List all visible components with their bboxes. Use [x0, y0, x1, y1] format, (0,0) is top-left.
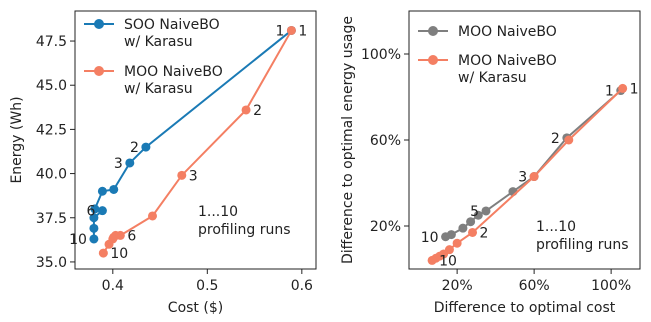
point-label: 3: [189, 168, 198, 184]
series-line: [92, 29, 293, 239]
legend-label: w/ Karasu: [458, 70, 527, 86]
point-label: 2: [551, 131, 560, 147]
legend-marker: [428, 26, 438, 36]
x-tick-label: 20%: [442, 278, 473, 294]
point-label: 10: [69, 232, 87, 248]
data-point: [441, 232, 451, 242]
annotation-text: 1...10: [536, 219, 576, 235]
data-point: [529, 172, 539, 182]
data-point: [89, 234, 99, 244]
data-point: [89, 223, 99, 233]
data-point: [618, 83, 628, 93]
data-point: [98, 248, 108, 258]
y-tick-label: 47.5: [36, 34, 67, 50]
data-point: [241, 105, 251, 115]
point-label: 3: [518, 170, 527, 186]
y-tick-label: 60%: [370, 133, 401, 149]
legend-label: MOO NaiveBO: [458, 24, 557, 40]
data-point: [90, 204, 100, 214]
point-label: 10: [110, 246, 128, 262]
annotation-text: profiling runs: [198, 222, 291, 238]
data-point: [177, 170, 187, 180]
data-point: [109, 184, 119, 194]
legend-label: MOO NaiveBO: [458, 53, 557, 69]
x-tick-label: 0.6: [291, 278, 313, 294]
legend-marker: [428, 55, 438, 65]
legend-label: w/ Karasu: [124, 81, 193, 97]
point-label: 3: [114, 156, 123, 172]
x-tick-label: 60%: [519, 278, 550, 294]
data-point: [458, 223, 468, 233]
legend-label: MOO NaiveBO: [124, 64, 223, 80]
data-point: [104, 239, 114, 249]
data-point: [89, 213, 99, 223]
point-label: 6: [127, 228, 136, 244]
data-point: [452, 238, 462, 248]
data-point: [466, 217, 476, 227]
y-tick-label: 45.0: [36, 78, 67, 94]
plot-frame: [408, 10, 641, 270]
annotation-text: profiling runs: [536, 237, 629, 253]
y-tick-label: 20%: [370, 219, 401, 235]
x-tick-label: 0.5: [196, 278, 218, 294]
point-label: 10: [439, 253, 457, 269]
y-tick-label: 42.5: [36, 122, 67, 138]
data-point: [97, 206, 107, 216]
legend-marker: [94, 66, 104, 76]
data-point: [468, 227, 478, 237]
point-label: 5: [470, 204, 479, 220]
point-label: 2: [253, 103, 262, 119]
data-point: [147, 211, 157, 221]
point-label: 1: [298, 23, 307, 39]
legend-marker: [94, 19, 104, 29]
right-chart: 1 2 3 5 10 1 2 10 20% 60% 100% 20% 60% 100% Difference…: [340, 10, 641, 316]
legend-label: w/ Karasu: [124, 34, 193, 50]
annotation-text: 1...10: [198, 204, 238, 220]
point-label: 1: [605, 84, 614, 100]
y-tick-label: 37.5: [36, 211, 67, 227]
plot-frame: [74, 10, 317, 270]
y-tick-label: 40.0: [36, 167, 67, 183]
point-label: 1: [276, 23, 285, 39]
point-label: 10: [421, 230, 439, 246]
point-label: 6: [86, 204, 95, 220]
data-point: [141, 142, 151, 152]
point-label: 2: [130, 140, 139, 156]
x-axis-label: Difference to optimal cost: [434, 300, 616, 316]
y-axis-label: Difference to optimal energy usage: [340, 16, 356, 264]
data-point: [125, 158, 135, 168]
legend-label: SOO NaiveBO: [124, 17, 220, 33]
x-tick-label: 0.4: [102, 278, 124, 294]
y-tick-label: 35.0: [36, 255, 67, 271]
point-label: 2: [480, 225, 489, 241]
data-point: [481, 206, 491, 216]
x-axis-label: Cost ($): [168, 300, 223, 316]
x-tick-label: 100%: [591, 278, 631, 294]
point-label: 1: [630, 81, 639, 97]
data-point: [97, 186, 107, 196]
y-tick-label: 100%: [361, 47, 401, 63]
y-axis-label: Energy (Wh): [9, 96, 25, 183]
data-point: [427, 255, 437, 265]
data-point: [564, 135, 574, 145]
data-point: [286, 25, 296, 35]
data-point: [473, 210, 483, 220]
